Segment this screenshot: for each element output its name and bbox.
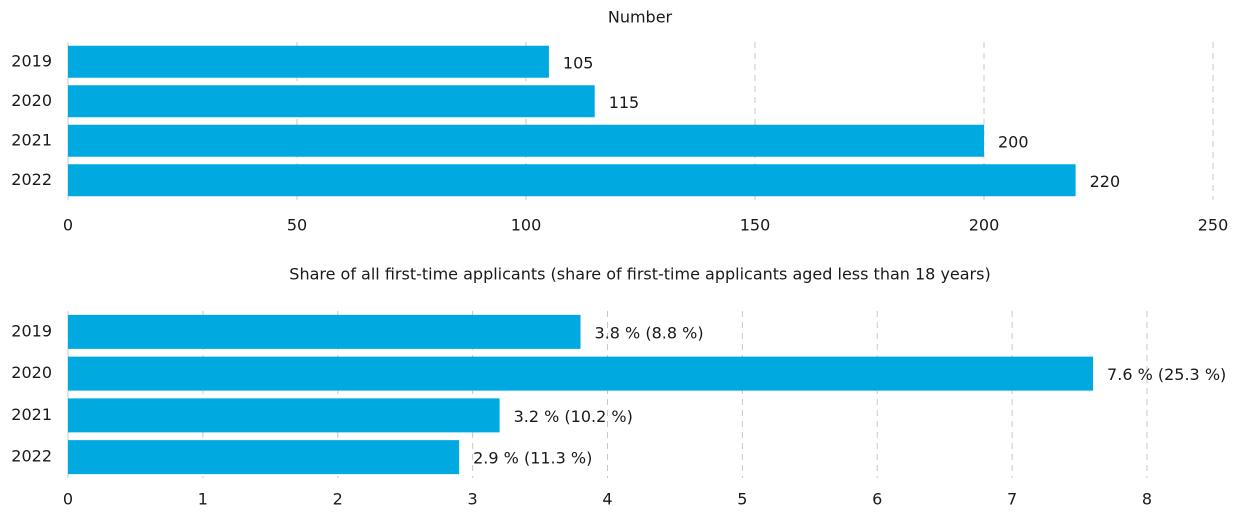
bar <box>68 440 460 475</box>
chart-title: Number <box>608 8 673 27</box>
data-label: 220 <box>1090 172 1121 191</box>
y-tick-label: 2021 <box>11 130 52 149</box>
y-tick-label: 2019 <box>11 51 52 70</box>
chart-title: Share of all first-time applicants (shar… <box>289 265 990 284</box>
y-tick-label: 2020 <box>11 91 52 110</box>
y-tick-label: 2019 <box>11 321 52 340</box>
x-tick-label: 0 <box>63 216 73 235</box>
x-tick-label: 1 <box>198 490 208 509</box>
x-tick-label: 3 <box>468 490 478 509</box>
bar <box>68 124 984 157</box>
bar <box>68 164 1076 197</box>
y-tick-label: 2022 <box>11 447 52 466</box>
x-tick-label: 7 <box>1007 490 1017 509</box>
x-tick-label: 150 <box>740 216 771 235</box>
data-label: 2.9 % (11.3 %) <box>473 449 592 468</box>
bar <box>68 45 549 78</box>
x-tick-label: 100 <box>511 216 542 235</box>
x-tick-label: 50 <box>287 216 307 235</box>
x-tick-label: 250 <box>1198 216 1229 235</box>
bar <box>68 85 595 118</box>
x-tick-label: 5 <box>737 490 747 509</box>
x-tick-label: 2 <box>333 490 343 509</box>
x-tick-label: 4 <box>602 490 612 509</box>
y-tick-label: 2022 <box>11 170 52 189</box>
data-label: 7.6 % (25.3 %) <box>1107 365 1226 384</box>
data-label: 200 <box>998 132 1029 151</box>
bar <box>68 356 1094 391</box>
y-tick-label: 2021 <box>11 405 52 424</box>
x-tick-label: 200 <box>969 216 1000 235</box>
bar <box>68 314 581 349</box>
data-label: 105 <box>563 53 594 72</box>
data-label: 3.2 % (10.2 %) <box>514 407 633 426</box>
x-tick-label: 8 <box>1142 490 1152 509</box>
bar <box>68 398 500 433</box>
y-tick-label: 2020 <box>11 363 52 382</box>
data-label: 115 <box>609 93 640 112</box>
data-label: 3.8 % (8.8 %) <box>595 323 704 342</box>
x-tick-label: 0 <box>63 490 73 509</box>
x-tick-label: 6 <box>872 490 882 509</box>
